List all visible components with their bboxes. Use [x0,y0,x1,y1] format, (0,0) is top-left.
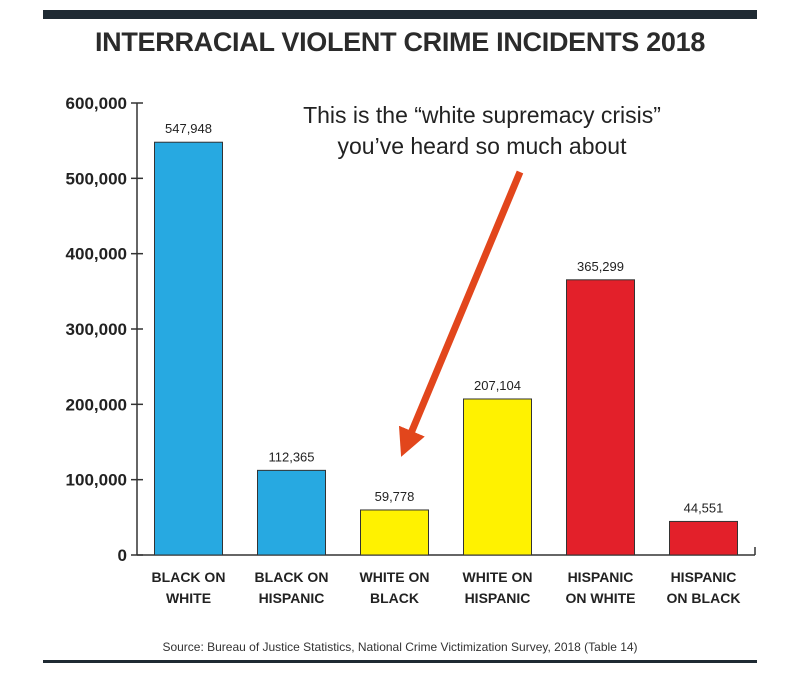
axes: 0 100,000 200,000 300,000 400,000 500,000 600,… [66,94,756,565]
bar-value-label: 44,551 [684,500,724,515]
bar [669,520,738,556]
y-tick-label: 200,000 [66,395,127,414]
y-tick-label: 400,000 [66,245,127,264]
bar-value-label: 365,299 [577,259,624,274]
chart-title: INTERRACIAL VIOLENT CRIME INCIDENTS 2018 [94,27,706,57]
category-label: HISPANIC [465,590,531,606]
bar [463,398,532,556]
annotation-arrow-group [398,170,524,457]
annotation-line-2: you’ve heard so much about [337,133,627,159]
category-label: WHITE [166,590,211,606]
annotation-text: This is the “white supremacy crisis” you… [222,100,742,162]
bar-value-label: 112,365 [268,449,314,464]
category-label: ON WHITE [566,590,636,606]
y-tick-label: 0 [118,546,127,565]
category-label: BLACK ON [255,569,329,585]
source-note: Source: Bureau of Justice Statistics, Na… [162,640,638,654]
category-label: BLACK [370,590,419,606]
annotation-arrow [398,170,524,457]
footer-rule [43,660,757,663]
y-tick-label: 100,000 [66,471,127,490]
category-label: ON BLACK [667,590,741,606]
category-label: HISPANIC [259,590,325,606]
bar-value-label: 207,104 [474,378,521,393]
category-label: WHITE ON [463,569,533,585]
category-label: HISPANIC [671,569,737,585]
y-tick-label: 600,000 [66,94,127,113]
category-label: WHITE ON [360,569,430,585]
y-tick-label: 300,000 [66,320,127,339]
bar [360,509,429,556]
header-rule [43,10,757,19]
category-label: HISPANIC [568,569,634,585]
bar-value-label: 547,948 [165,121,212,136]
y-tick-label: 500,000 [66,169,127,188]
annotation-line-1: This is the “white supremacy crisis” [303,102,661,128]
labels-group: 547,948 BLACK ON WHITE 112,365 BLACK ON HISPA… [152,121,741,606]
bar [257,469,326,556]
bars-group [154,141,738,556]
bar-value-label: 59,778 [375,489,415,504]
bar [154,141,223,556]
bar [566,279,635,556]
category-label: BLACK ON [152,569,226,585]
